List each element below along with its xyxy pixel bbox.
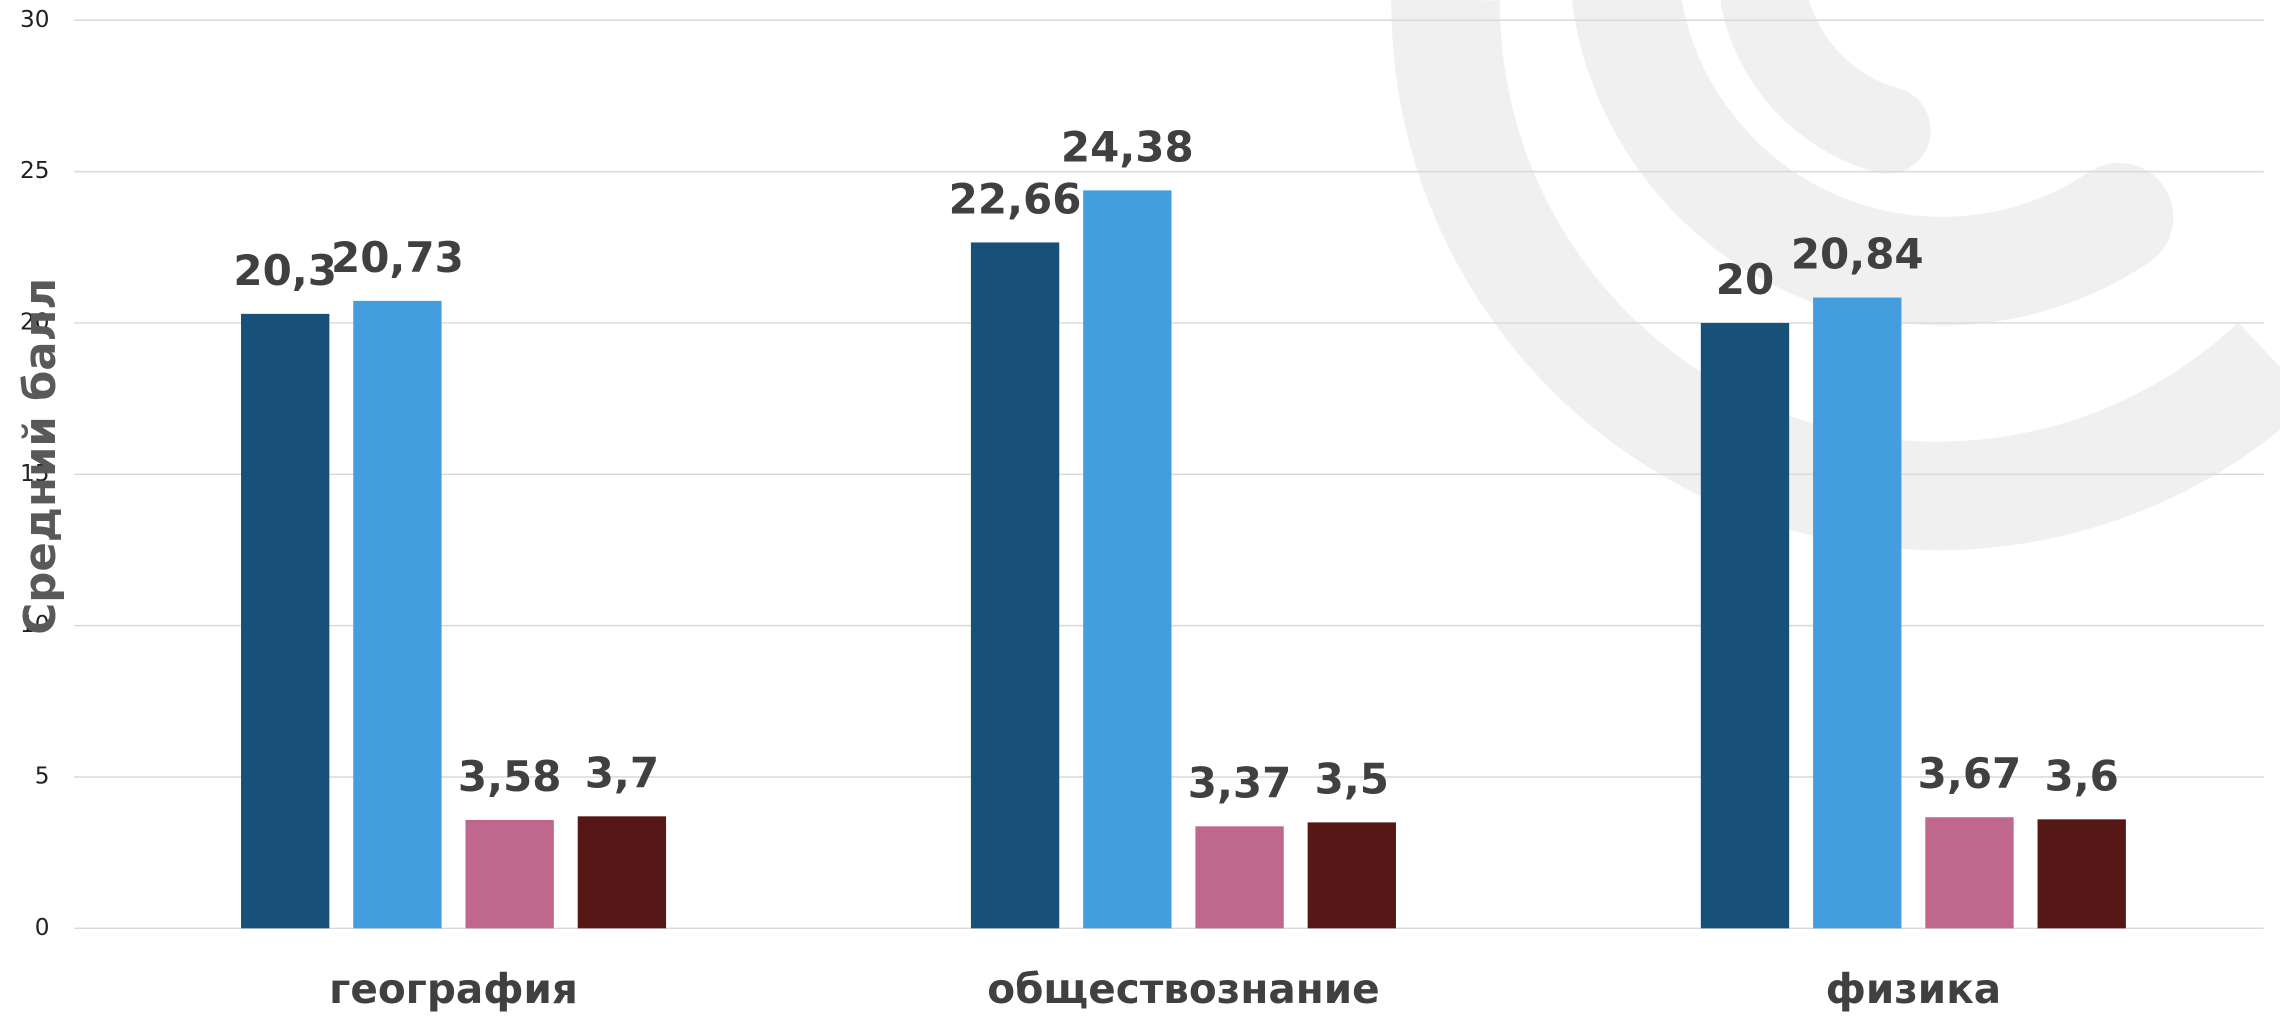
y-tick-label: 25: [20, 157, 49, 184]
bar: [1083, 190, 1172, 929]
value-label: 3,67: [1918, 749, 2022, 798]
value-label: 20,3: [233, 246, 337, 295]
value-label: 3,6: [2045, 751, 2119, 800]
bar: [353, 300, 442, 929]
value-label: 20,73: [331, 233, 464, 282]
y-tick-label: 30: [20, 6, 49, 33]
y-tick-label: 20: [20, 308, 49, 335]
x-tick-label: география: [329, 965, 578, 1013]
y-axis-label: Средний балл: [16, 278, 66, 635]
bar: [1307, 822, 1396, 929]
value-label: 3,5: [1315, 754, 1389, 803]
value-label: 24,38: [1061, 122, 1194, 171]
bar: [1925, 817, 2014, 929]
value-label: 22,66: [949, 174, 1082, 223]
value-label: 3,7: [585, 748, 659, 797]
bar: [1195, 826, 1284, 929]
value-label: 20,84: [1791, 229, 1924, 278]
bar: [970, 242, 1060, 929]
bar: [1813, 297, 1902, 929]
y-tick-label: 15: [20, 460, 49, 487]
value-label: 3,58: [458, 752, 562, 801]
x-tick-label: обществознание: [987, 965, 1379, 1013]
bar: [465, 819, 554, 929]
y-tick-label: 0: [35, 914, 50, 941]
bar: [577, 816, 667, 929]
bar: [241, 313, 330, 929]
bar: [2037, 819, 2126, 929]
value-label: 20: [1716, 255, 1774, 304]
y-tick-label: 5: [35, 762, 50, 789]
y-tick-label: 10: [20, 611, 49, 638]
bar: [1700, 322, 1790, 929]
value-label: 3,37: [1188, 758, 1292, 807]
x-tick-label: физика: [1826, 965, 2002, 1013]
